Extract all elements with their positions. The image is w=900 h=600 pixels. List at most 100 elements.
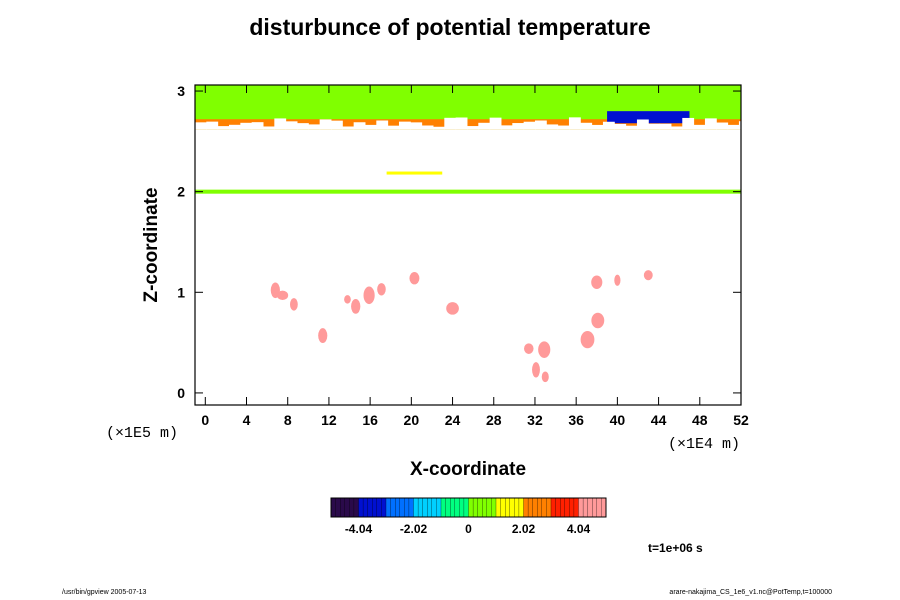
upper-band-texture — [614, 123, 627, 130]
colorbar-segment — [468, 497, 474, 518]
colorbar-segment — [450, 497, 456, 518]
colorbar-segment — [550, 497, 557, 518]
colorbar-segment — [491, 497, 497, 518]
colorbar-segment — [555, 497, 561, 518]
anomaly-blob — [538, 341, 551, 358]
upper-band-texture — [478, 122, 491, 130]
anomaly-blob — [591, 275, 603, 290]
anomaly-blob — [409, 272, 420, 285]
colorbar-segment — [362, 497, 369, 518]
colorbar-segment — [582, 497, 589, 518]
upper-band-texture — [580, 122, 593, 130]
colorbar-segment — [344, 497, 350, 518]
x-tick-label: 36 — [568, 412, 584, 428]
colorbar-segment — [532, 497, 538, 518]
colorbar-segment — [505, 497, 511, 518]
upper-band-texture — [274, 118, 287, 130]
upper-band-texture — [670, 126, 683, 130]
colorbar-segment — [408, 497, 414, 518]
colorbar-segment — [472, 497, 479, 518]
anomaly-blob — [318, 328, 328, 343]
anomaly-blob — [290, 298, 298, 311]
anomaly-blob — [591, 312, 605, 329]
colorbar-segment — [367, 497, 373, 518]
colorbar-segment — [523, 497, 529, 518]
anomaly-blob — [541, 371, 549, 383]
colorbar-segment — [578, 497, 584, 518]
upper-band-texture — [240, 122, 253, 130]
upper-band-lower-edge — [195, 119, 741, 130]
upper-band-texture — [568, 117, 581, 130]
upper-band-texture — [421, 125, 434, 130]
colorbar-segment — [454, 497, 460, 518]
upper-band-texture — [738, 121, 751, 130]
anomaly-blob — [377, 283, 386, 296]
chart-title: disturbunce of potential temperature — [249, 14, 651, 40]
colorbar-segment — [518, 497, 524, 518]
colorbar-segment — [395, 497, 401, 518]
colorbar-segment — [381, 497, 387, 518]
colorbar-segment — [500, 497, 506, 518]
upper-band-texture — [727, 124, 740, 130]
upper-band-texture — [195, 122, 207, 130]
upper-band-texture — [716, 122, 729, 130]
colorbar-segment — [404, 497, 410, 518]
upper-band-texture — [602, 121, 615, 130]
anomaly-blob — [446, 302, 459, 315]
blue-patch — [607, 111, 690, 124]
colorbar-segment — [564, 497, 570, 518]
upper-band-texture — [432, 126, 445, 130]
colorbar-segment — [482, 497, 488, 518]
colorbar-segment — [541, 497, 547, 518]
upper-band-texture — [659, 123, 672, 130]
upper-band-texture — [444, 117, 457, 130]
colorbar-frame — [330, 497, 607, 518]
upper-band-texture — [693, 124, 706, 130]
colorbar-segment — [440, 497, 447, 518]
upper-band-texture — [455, 117, 468, 130]
upper-band-texture — [591, 124, 604, 130]
colorbar-segment — [463, 497, 469, 518]
upper-band-texture — [466, 126, 479, 130]
upper-band-texture — [636, 119, 649, 130]
colorbar-segment — [569, 497, 575, 518]
x-tick-label: 32 — [527, 412, 543, 428]
x-tick-label: 28 — [486, 412, 502, 428]
upper-band-texture — [682, 117, 695, 130]
colorbar-tick-label: -2.02 — [400, 522, 428, 536]
mid-streak — [386, 171, 443, 175]
footer-source: arare-nakajima_CS_1e6_v1.nc@PotTemp,t=10… — [669, 589, 832, 596]
plot-frame — [194, 84, 742, 406]
x-tick-label: 48 — [692, 412, 708, 428]
colorbar-segment — [385, 497, 392, 518]
colorbar-tick-label: -4.04 — [345, 522, 373, 536]
colorbar-segment — [514, 497, 520, 518]
anomaly-blob — [363, 286, 375, 305]
upper-band-texture — [546, 124, 559, 130]
x-tick-label: 24 — [445, 412, 461, 428]
time-label: t=1e+06 s — [648, 541, 703, 555]
upper-band-texture — [228, 124, 241, 130]
colorbar-segment — [486, 497, 492, 518]
colorbar-segment — [431, 497, 437, 518]
upper-band-texture — [500, 125, 513, 130]
x-tick-label: 0 — [201, 412, 209, 428]
colorbar-tick-label: 2.02 — [512, 522, 536, 536]
upper-band-texture — [376, 120, 389, 130]
x-axis-label: X-coordinate — [409, 459, 527, 480]
colorbar-segment — [376, 497, 382, 518]
colorbar-segment — [399, 497, 405, 518]
colorbar-segment — [546, 497, 552, 518]
upper-band-texture — [387, 125, 400, 130]
colorbar-segment — [527, 497, 534, 518]
colorbar-segment — [427, 497, 433, 518]
y-tick-label: 3 — [177, 83, 185, 99]
footer-command: /usr/bin/gpview 2005-07-13 — [62, 589, 147, 596]
upper-band-texture — [296, 123, 309, 130]
x-tick-label: 16 — [362, 412, 378, 428]
colorbar-segment — [477, 497, 483, 518]
upper-band-texture — [319, 119, 332, 130]
colorbar-segment — [596, 497, 602, 518]
y-axis-unit: (×1E5 m) — [106, 425, 179, 442]
